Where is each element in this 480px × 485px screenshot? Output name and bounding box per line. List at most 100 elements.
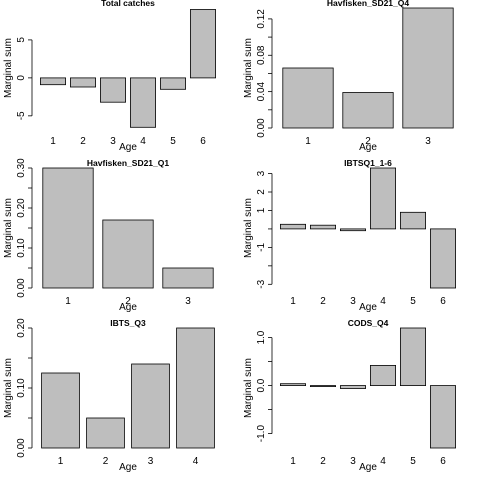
x-tick-label: 3 <box>185 296 191 307</box>
chart-title: Havfisken_SD21_Q4 <box>327 0 409 8</box>
x-tick-label: 1 <box>65 296 71 307</box>
y-tick-label: -3 <box>256 279 267 288</box>
x-tick-label: 4 <box>380 456 386 467</box>
x-tick-label: 1 <box>290 456 296 467</box>
y-axis-label: Marginal sum <box>3 38 14 98</box>
y-tick-label: 0.12 <box>256 9 267 29</box>
bar <box>131 363 170 449</box>
x-tick-label: 4 <box>140 136 146 147</box>
chart-panel-3: Havfisken_SD21_Q1 1 2 3 0.00 0.10 0.20 0.30 Marg… <box>3 158 214 313</box>
bar <box>279 223 306 230</box>
y-tick-label: 0.00 <box>16 438 27 458</box>
y-tick-label: -1.0 <box>256 425 267 443</box>
y-tick-label: 0.10 <box>16 238 27 258</box>
bar <box>369 364 396 386</box>
bar <box>100 77 127 103</box>
y-tick-label: 2 <box>256 189 267 195</box>
chart-title: Havfisken_SD21_Q1 <box>87 158 169 168</box>
y-axis-label: Marginal sum <box>243 358 254 418</box>
chart-title: IBTS_Q3 <box>110 318 146 328</box>
x-tick-label: 2 <box>103 456 109 467</box>
bar <box>159 77 186 90</box>
y-tick-label: -1 <box>256 243 267 252</box>
chart-title: Total catches <box>101 0 155 8</box>
x-tick-label: 1 <box>58 456 64 467</box>
bar <box>189 9 216 79</box>
bar <box>429 385 456 449</box>
chart-panel-4: IBTSQ1_1-6 1 2 3 4 5 6 -3 -1 1 2 3 Marginal sum Age <box>243 158 456 313</box>
x-tick-label: 3 <box>148 456 154 467</box>
y-tick-label: 0.20 <box>16 318 27 338</box>
y-tick-label: 0.20 <box>16 198 27 218</box>
x-tick-label: 5 <box>410 296 416 307</box>
bar <box>41 372 80 449</box>
y-axis-label: Marginal sum <box>3 358 14 418</box>
x-axis-label: Age <box>359 462 377 473</box>
bar <box>279 383 306 387</box>
bar <box>129 77 156 128</box>
x-tick-label: 2 <box>365 136 371 147</box>
chart-panel-6: CODS_Q4 1 2 3 4 5 6 -1.0 0.0 1.0 Marginal sum Age <box>243 318 456 473</box>
x-tick-label: 1 <box>305 136 311 147</box>
y-tick-label: 0.00 <box>16 278 27 298</box>
x-tick-label: 4 <box>193 456 199 467</box>
x-tick-label: 4 <box>380 296 386 307</box>
bar <box>342 92 394 129</box>
x-tick-label: 1 <box>290 296 296 307</box>
bar <box>162 267 214 289</box>
x-tick-label: 3 <box>350 456 356 467</box>
x-tick-label: 3 <box>110 136 116 147</box>
bar <box>429 228 456 289</box>
x-axis-label: Age <box>119 142 137 153</box>
x-tick-label: 5 <box>170 136 176 147</box>
x-tick-label: 3 <box>350 296 356 307</box>
x-tick-label: 2 <box>320 296 326 307</box>
y-tick-label: 0.04 <box>256 81 267 101</box>
bar <box>339 385 366 389</box>
x-axis-label: Age <box>119 462 137 473</box>
bar <box>282 67 334 129</box>
x-tick-label: 3 <box>425 136 431 147</box>
y-tick-label: 3 <box>256 170 267 176</box>
x-tick-label: 6 <box>440 456 446 467</box>
bar <box>369 167 396 230</box>
y-axis-label: Marginal sum <box>3 198 14 258</box>
x-tick-label: 1 <box>50 136 56 147</box>
bar <box>399 327 426 386</box>
x-tick-label: 2 <box>320 456 326 467</box>
bar <box>42 167 94 289</box>
x-tick-label: 5 <box>410 456 416 467</box>
chart-panel-5: IBTS_Q3 1 2 3 4 0.00 0.10 0.20 Marginal sum Age <box>3 318 215 473</box>
chart-panel-2: Havfisken_SD21_Q4 1 2 3 0.00 0.04 0.08 0.12Marg… <box>243 0 454 153</box>
x-tick-label: 2 <box>80 136 86 147</box>
bar <box>102 219 154 289</box>
y-tick-label: 1.0 <box>256 330 267 344</box>
y-tick-label: 5 <box>16 37 27 43</box>
bar <box>402 7 454 129</box>
x-tick-label: 6 <box>440 296 446 307</box>
y-tick-label: -5 <box>16 111 27 120</box>
chart-title: CODS_Q4 <box>348 318 389 328</box>
x-axis-label: Age <box>359 302 377 313</box>
bar <box>40 77 67 86</box>
y-tick-label: 0.08 <box>256 45 267 65</box>
bar <box>339 228 366 232</box>
y-axis-label: Marginal sum <box>243 198 254 258</box>
y-tick-label: 0.10 <box>16 378 27 398</box>
y-tick-label: 0.00 <box>256 118 267 138</box>
y-tick-label: 0.0 <box>256 378 267 392</box>
y-tick-label: 0 <box>16 75 27 81</box>
bar <box>176 327 215 449</box>
bar <box>309 385 336 388</box>
bar <box>309 224 336 230</box>
y-axis-label: Marginal sum <box>243 38 254 98</box>
y-tick-label: 1 <box>256 207 267 213</box>
bar <box>70 77 97 88</box>
x-tick-label: 2 <box>125 296 131 307</box>
x-tick-label: 6 <box>200 136 206 147</box>
bar <box>86 417 125 449</box>
chart-title: IBTSQ1_1-6 <box>344 158 392 168</box>
